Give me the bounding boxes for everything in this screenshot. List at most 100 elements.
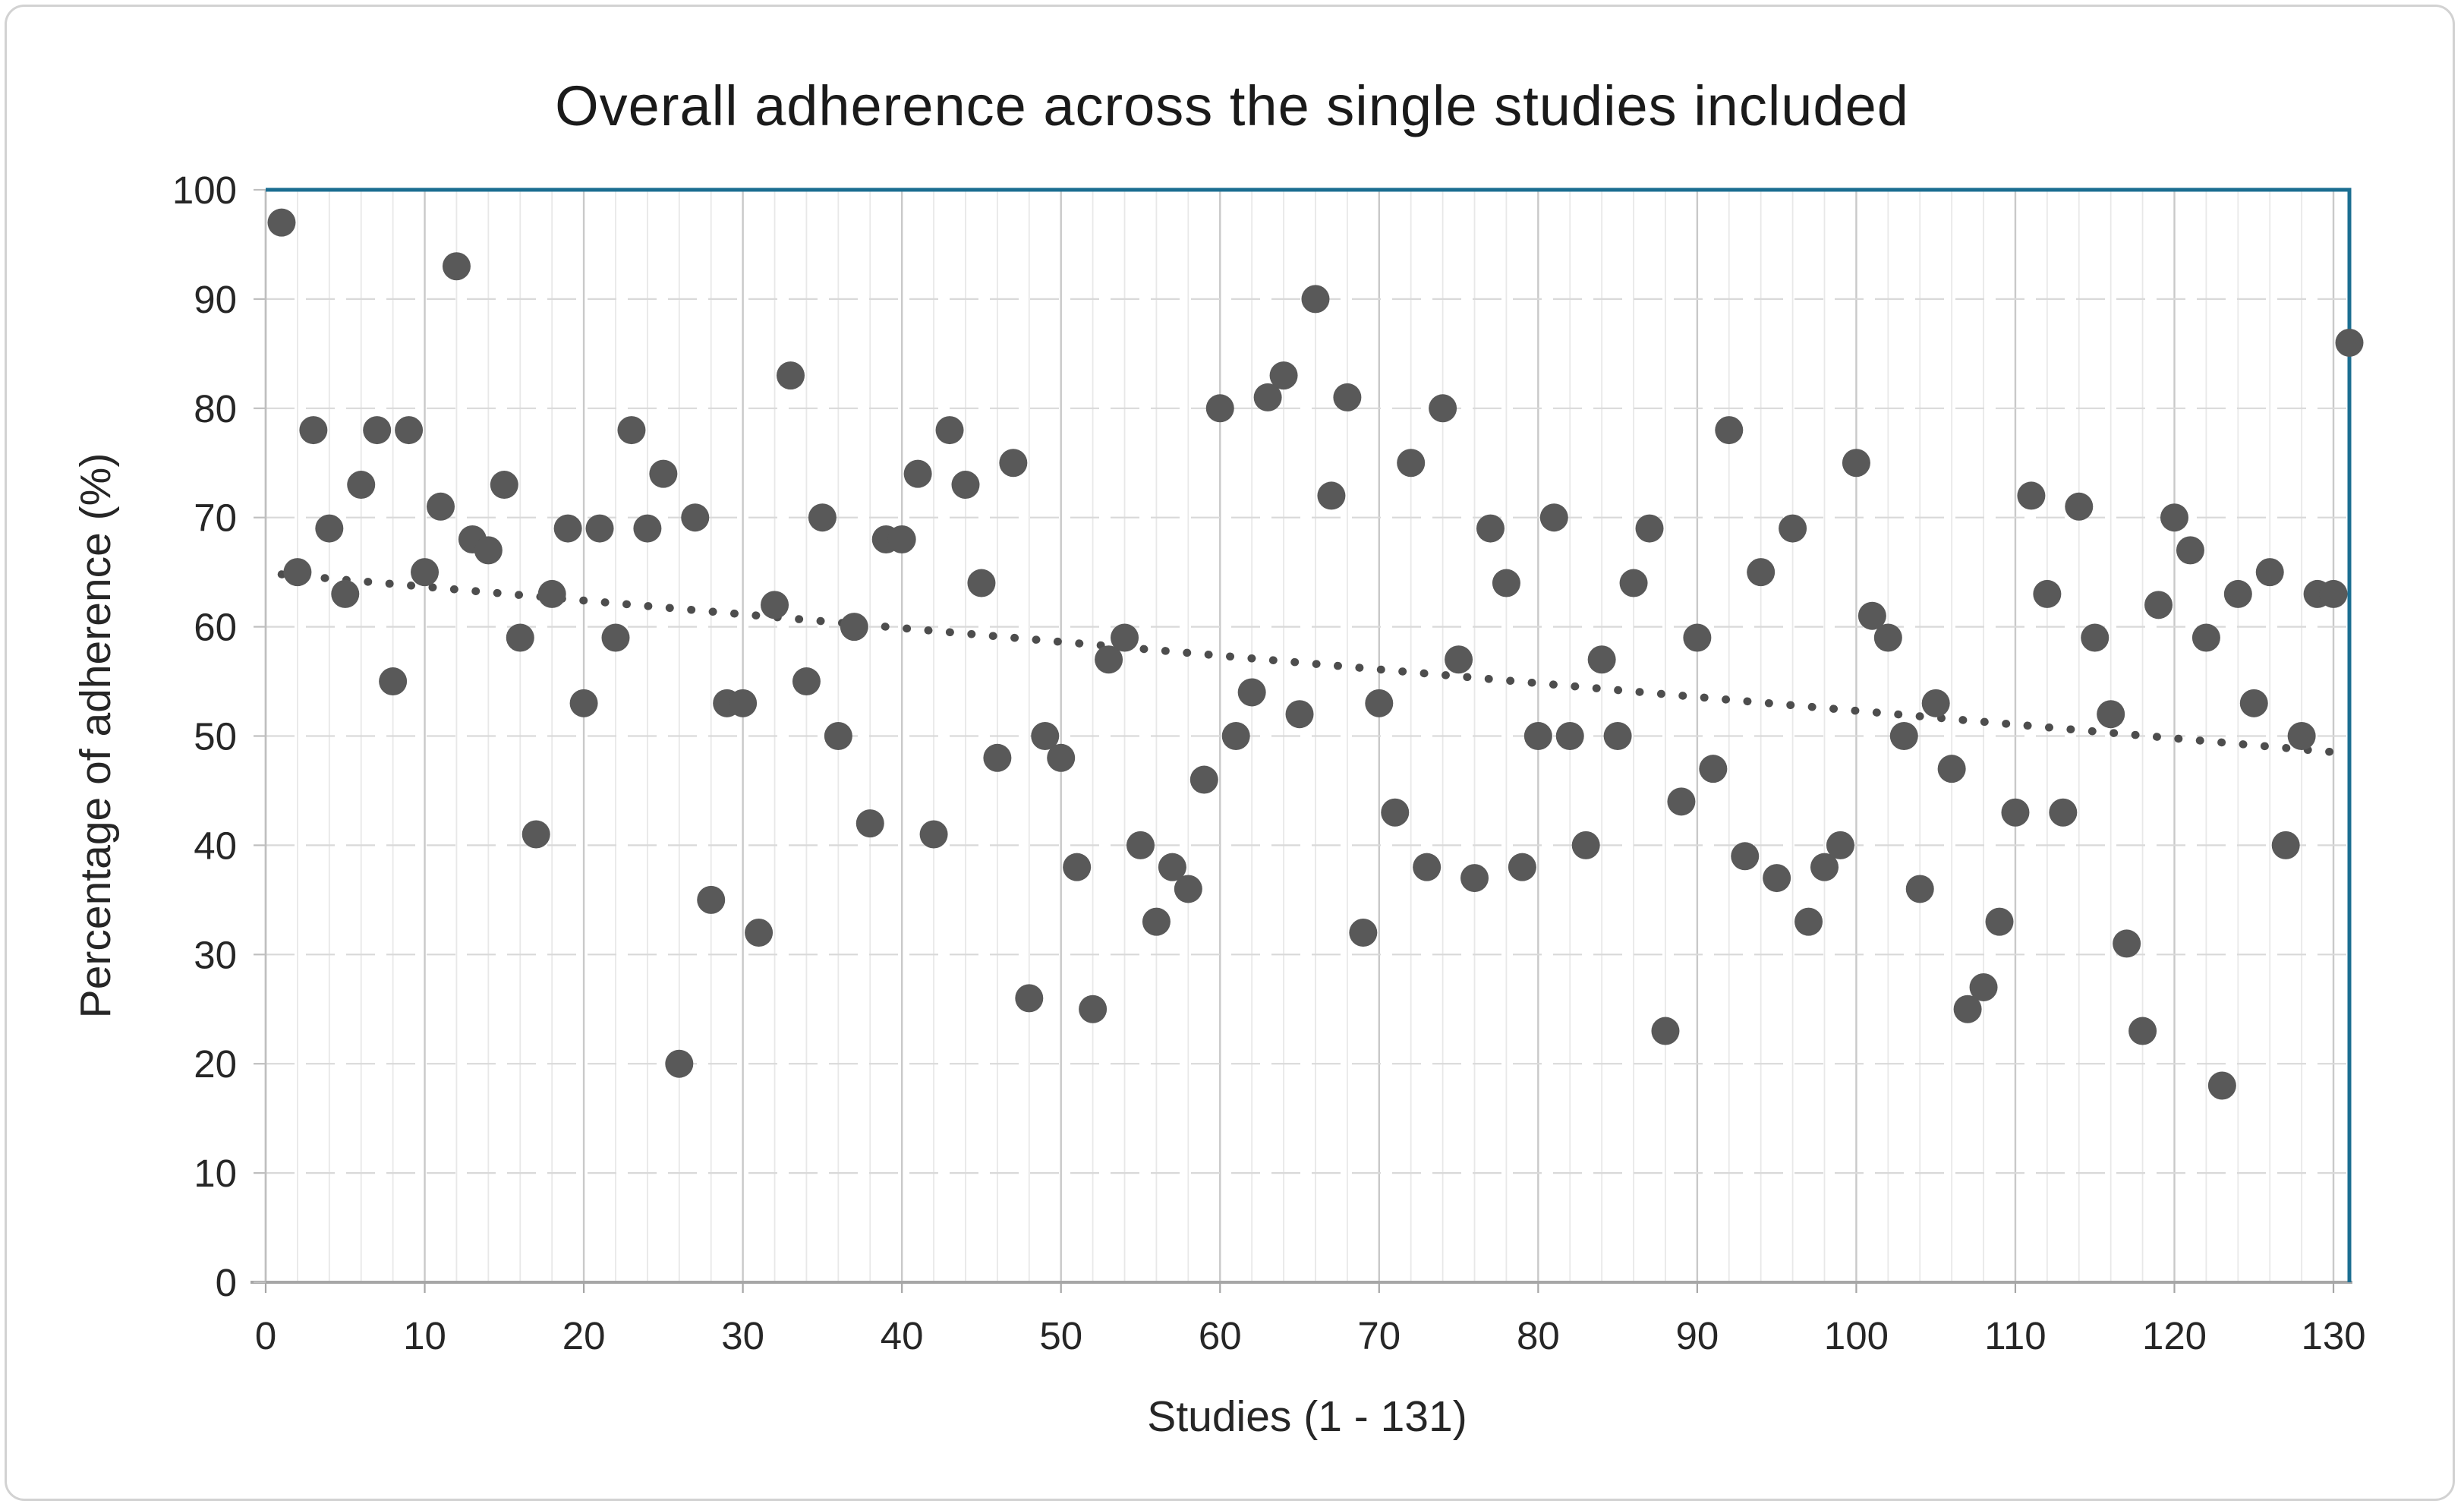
x-tick-label: 50	[1039, 1314, 1082, 1357]
data-point	[537, 579, 566, 608]
data-point	[1603, 722, 1632, 750]
x-tick-label: 120	[2142, 1314, 2207, 1357]
data-point	[2271, 831, 2300, 859]
data-point	[2287, 722, 2316, 750]
data-point	[1174, 875, 1202, 903]
data-point	[2223, 579, 2252, 608]
data-point	[1539, 503, 1568, 532]
data-point	[1905, 875, 1934, 903]
data-point	[1285, 700, 1314, 729]
gridlines-horizontal	[266, 298, 2349, 1174]
data-point	[1365, 689, 1394, 717]
data-point	[2144, 591, 2173, 619]
data-point	[2033, 579, 2062, 608]
data-point	[1571, 831, 1600, 859]
data-point	[649, 459, 678, 488]
plot-border	[266, 188, 2352, 1282]
y-tick-labels: 0 10 20 30 40 50 60 70 80 90 100	[172, 169, 237, 1304]
data-point	[1937, 755, 1966, 783]
data-point	[299, 416, 328, 445]
data-point	[887, 525, 916, 553]
x-tick-label: 110	[1984, 1314, 2046, 1357]
data-point	[1587, 645, 1616, 674]
x-tick-label: 30	[721, 1314, 764, 1357]
y-axis-title: Percentage of adherence (%)	[71, 453, 120, 1019]
chart-title: Overall adherence across the single stud…	[555, 74, 1909, 137]
data-point	[1699, 755, 1728, 783]
data-points	[267, 208, 2364, 1100]
data-point	[2191, 623, 2220, 652]
y-tick-label: 0	[216, 1261, 237, 1304]
data-point	[633, 514, 662, 543]
data-point	[553, 514, 582, 543]
data-point	[1635, 514, 1664, 543]
data-point	[283, 558, 312, 587]
y-tick-label: 40	[194, 824, 237, 867]
data-point	[2160, 503, 2189, 532]
data-point	[1969, 973, 1998, 1001]
data-point	[681, 503, 710, 532]
data-point	[1731, 842, 1760, 871]
data-point	[1794, 907, 1823, 936]
data-point	[2239, 689, 2268, 717]
data-point	[1445, 645, 1473, 674]
data-point	[1237, 678, 1266, 707]
x-tick-label: 80	[1517, 1314, 1560, 1357]
trendline	[277, 570, 2354, 758]
data-point	[919, 820, 948, 849]
x-tick-label: 60	[1199, 1314, 1242, 1357]
data-point	[2128, 1017, 2157, 1045]
scatter-chart: 0 10 20 30 40 50 60 70 80 90 100 110 120 130 0 10 20 30 4…	[71, 74, 2366, 1441]
data-point	[665, 1049, 694, 1078]
data-point	[903, 459, 932, 488]
data-point	[1047, 743, 1076, 772]
data-point	[1317, 481, 1346, 510]
data-point	[315, 514, 344, 543]
data-point	[1333, 383, 1362, 411]
data-point	[745, 919, 774, 947]
data-point	[792, 667, 821, 696]
data-point	[967, 569, 996, 597]
data-point	[1095, 645, 1123, 674]
data-point	[1349, 919, 1378, 947]
data-point	[1715, 416, 1744, 445]
data-point	[569, 689, 598, 717]
y-tick-label: 50	[194, 715, 237, 758]
data-point	[2097, 700, 2125, 729]
data-point	[1779, 514, 1807, 543]
data-point	[601, 623, 630, 652]
data-point	[729, 689, 758, 717]
data-point	[1205, 394, 1234, 423]
data-point	[983, 743, 1012, 772]
data-point	[855, 809, 884, 838]
data-point	[1460, 864, 1489, 893]
x-tick-label: 90	[1676, 1314, 1719, 1357]
data-point	[585, 514, 614, 543]
data-point	[1555, 722, 1584, 750]
data-point	[2001, 798, 2030, 827]
x-tick-label: 20	[562, 1314, 606, 1357]
data-point	[521, 820, 550, 849]
data-point	[1397, 449, 1426, 478]
data-point	[347, 471, 376, 500]
data-point	[1158, 853, 1186, 881]
x-tick-labels: 0 10 20 30 40 50 60 70 80 90 100 110 120 130	[255, 1314, 2366, 1357]
data-point	[2176, 536, 2204, 565]
data-point	[1142, 907, 1171, 936]
data-point	[2319, 579, 2348, 608]
data-point	[474, 536, 503, 565]
data-point	[1508, 853, 1536, 881]
data-point	[267, 208, 296, 237]
data-point	[1842, 449, 1870, 478]
data-point	[935, 416, 964, 445]
data-point	[2255, 558, 2284, 587]
data-point	[1492, 569, 1520, 597]
x-tick-label: 130	[2301, 1314, 2365, 1357]
plot-border-line	[266, 188, 2352, 1282]
data-point	[1221, 722, 1250, 750]
data-point	[379, 667, 408, 696]
data-point	[824, 722, 852, 750]
data-point	[1476, 514, 1505, 543]
data-point	[697, 885, 726, 914]
trendline-dotted	[277, 570, 2354, 758]
